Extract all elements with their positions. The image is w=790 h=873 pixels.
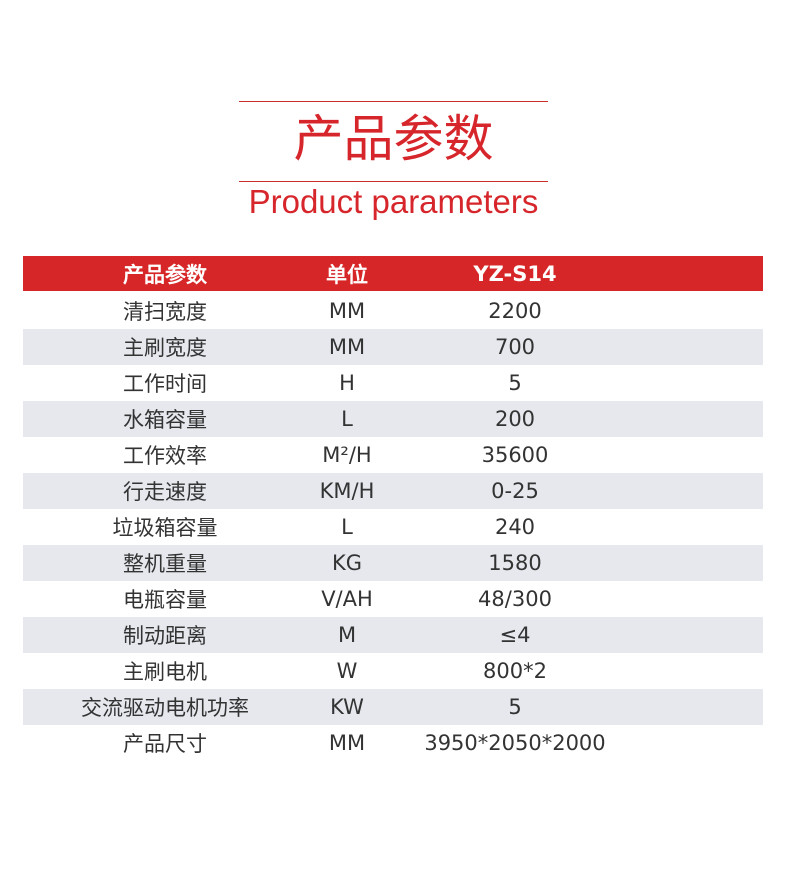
table-row: 主刷电机 W 800*2 [23, 653, 763, 689]
table-row: 工作时间 H 5 [23, 365, 763, 401]
page-subtitle: Product parameters [248, 183, 539, 220]
param-unit: W [336, 659, 358, 683]
param-unit: MM [328, 731, 366, 755]
header-cell: 产品参数 [123, 262, 207, 287]
param-name: 水箱容量 [123, 408, 207, 432]
param-unit: KM/H [319, 479, 375, 503]
table-row: 整机重量 KG 1580 [23, 545, 763, 581]
table-row: 主刷宽度 MM 700 [23, 329, 763, 365]
table-row: 行走速度 KM/H 0-25 [23, 473, 763, 509]
param-value: 700 [494, 335, 536, 359]
parameters-table: 产品参数 单位 YZ-S14 清扫宽度 MM 2200 主刷宽度 MM 700 工作时间 H 5… [23, 256, 763, 761]
header-cell: 单位 [326, 262, 368, 287]
param-value: 35600 [481, 443, 549, 467]
param-value: 2200 [488, 299, 542, 323]
table-row: 水箱容量 L 200 [23, 401, 763, 437]
param-name: 行走速度 [123, 480, 207, 504]
param-value: 48/300 [478, 587, 552, 611]
table-row: 产品尺寸 MM 3950*2050*2000 [23, 725, 763, 761]
param-unit: KG [331, 551, 363, 575]
param-unit: L [341, 407, 353, 431]
param-unit: L [341, 515, 353, 539]
param-unit: MM [328, 299, 366, 323]
param-unit: M [337, 623, 357, 647]
param-value: 240 [494, 515, 536, 539]
header-cell: YZ-S14 [473, 261, 557, 286]
param-name: 整机重量 [123, 552, 207, 576]
param-name: 主刷宽度 [123, 336, 207, 360]
param-name: 主刷电机 [123, 660, 207, 684]
param-unit: V/AH [321, 587, 373, 611]
param-value: ≤4 [499, 623, 531, 647]
param-name: 垃圾箱容量 [112, 516, 218, 540]
param-unit: M²/H [322, 443, 372, 467]
param-value: 3950*2050*2000 [424, 731, 606, 755]
param-unit: KW [330, 695, 364, 719]
param-name: 制动距离 [123, 624, 207, 648]
table-header: 产品参数 单位 YZ-S14 [23, 256, 763, 291]
table-row: 工作效率 M²/H 35600 [23, 437, 763, 473]
param-name: 产品尺寸 [123, 732, 207, 756]
table-row: 交流驱动电机功率 KW 5 [23, 689, 763, 725]
param-value: 200 [494, 407, 536, 431]
param-name: 工作时间 [123, 372, 207, 396]
param-unit: MM [328, 335, 366, 359]
param-unit: H [339, 371, 355, 395]
param-name: 电瓶容量 [123, 588, 207, 612]
param-value: 0-25 [491, 479, 539, 503]
param-name: 清扫宽度 [123, 300, 207, 324]
param-name: 交流驱动电机功率 [81, 696, 249, 720]
table-row: 垃圾箱容量 L 240 [23, 509, 763, 545]
table-row: 清扫宽度 MM 2200 [23, 293, 763, 329]
middle-divider [239, 181, 548, 182]
page-title: 产品参数 [293, 110, 494, 168]
table-row: 制动距离 M ≤4 [23, 617, 763, 653]
param-value: 5 [508, 695, 522, 719]
param-value: 1580 [488, 551, 542, 575]
table-row: 电瓶容量 V/AH 48/300 [23, 581, 763, 617]
param-value: 5 [508, 371, 522, 395]
param-value: 800*2 [483, 659, 547, 683]
top-divider [239, 101, 548, 102]
param-name: 工作效率 [123, 444, 207, 468]
